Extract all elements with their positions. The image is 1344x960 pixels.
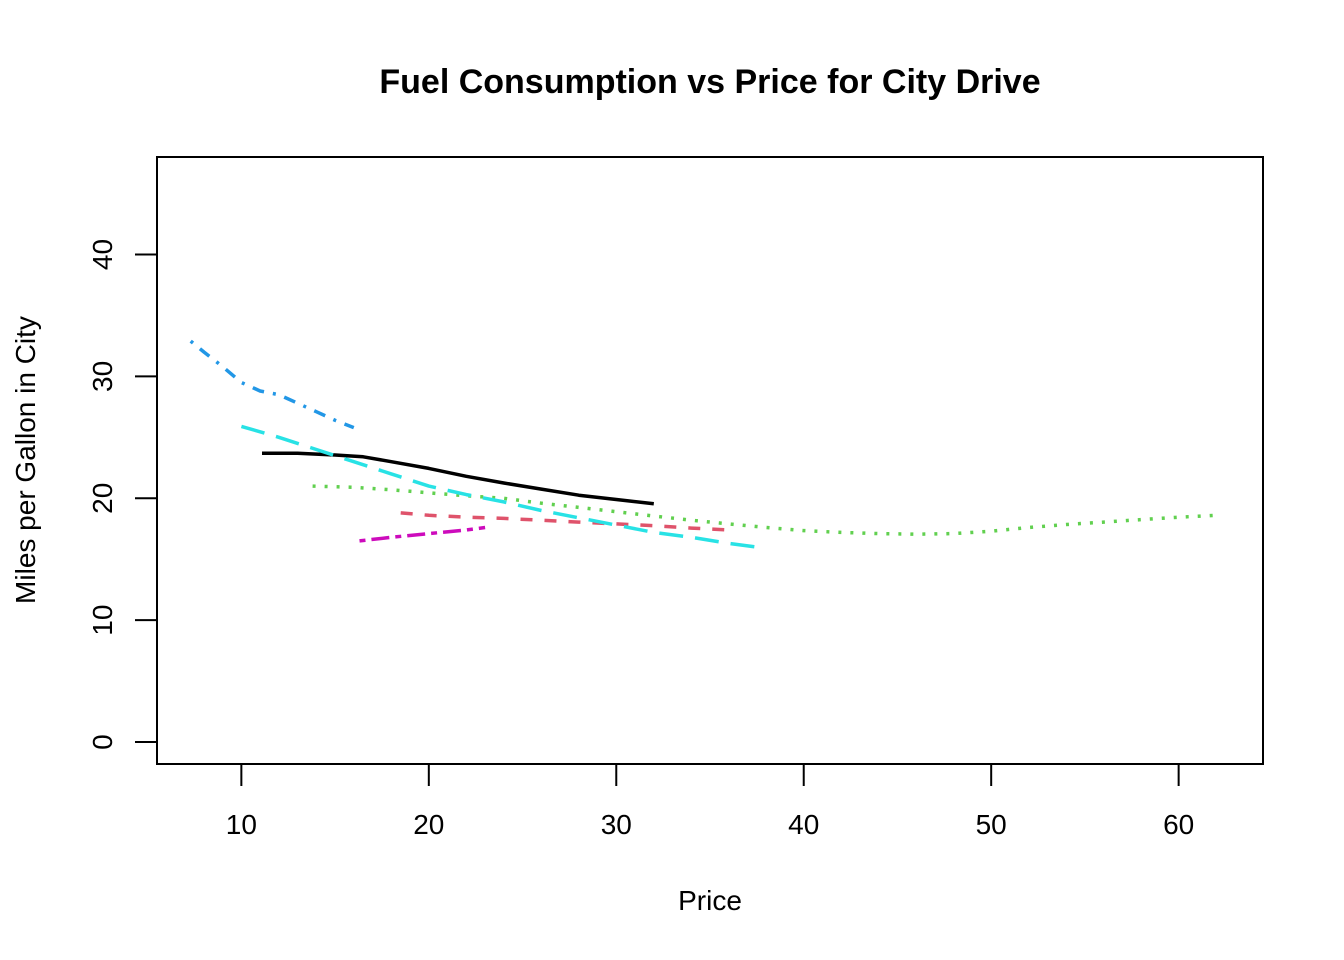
y-tick-label: 30 — [87, 361, 118, 392]
x-tick-label: 60 — [1163, 809, 1194, 840]
series-line-dotted-green — [312, 484, 1217, 536]
x-tick-label: 40 — [788, 809, 819, 840]
y-tick-label: 40 — [87, 239, 118, 270]
series-line-longdash-cyan — [240, 424, 767, 551]
x-axis-label: Price — [678, 885, 742, 916]
x-tick-label: 50 — [976, 809, 1007, 840]
x-tick-label: 30 — [601, 809, 632, 840]
x-tick-label: 10 — [226, 809, 257, 840]
plot-area-frame — [156, 156, 1264, 765]
x-axis: 10 20 30 40 50 60 — [226, 763, 1194, 840]
y-tick-label: 0 — [87, 734, 118, 750]
series-line-dotdash-blue — [189, 339, 355, 430]
y-axis: 0 10 20 30 40 — [87, 239, 158, 750]
series-line-dashed-red — [400, 511, 729, 532]
y-tick-label: 20 — [87, 483, 118, 514]
chart-title: Fuel Consumption vs Price for City Drive — [379, 63, 1040, 101]
y-axis-label: Miles per Gallon in City — [10, 316, 41, 604]
series-line-twodash-magenta — [359, 525, 486, 543]
series-lines — [189, 339, 1217, 551]
x-tick-label: 20 — [413, 809, 444, 840]
y-tick-label: 10 — [87, 605, 118, 636]
